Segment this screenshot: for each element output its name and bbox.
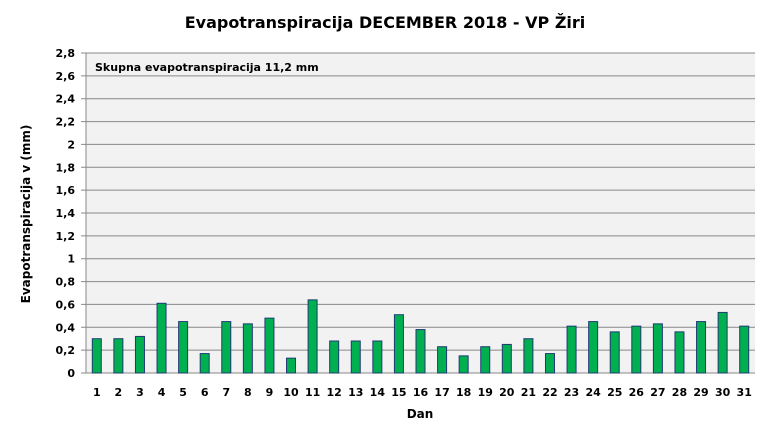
- y-tick-label: 1,8: [56, 161, 76, 174]
- x-tick-label: 10: [283, 386, 299, 399]
- x-tick-label: 31: [737, 386, 752, 399]
- x-tick-label: 6: [201, 386, 209, 399]
- x-tick-label: 2: [115, 386, 123, 399]
- bar: [134, 335, 145, 374]
- bar: [480, 346, 491, 374]
- bar: [178, 321, 189, 374]
- bar: [372, 340, 383, 374]
- bar: [501, 343, 512, 374]
- x-tick-label: 1: [93, 386, 101, 399]
- x-tick-label: 15: [391, 386, 406, 399]
- total-annotation: Skupna evapotranspiracija 11,2 mm: [95, 61, 319, 74]
- y-tick-label: 0: [67, 367, 75, 380]
- bar: [458, 355, 469, 374]
- y-tick-label: 1: [67, 253, 75, 266]
- bar: [566, 325, 577, 374]
- y-tick-label: 2: [67, 138, 75, 151]
- y-tick-label: 2,2: [56, 116, 76, 129]
- x-tick-label: 8: [244, 386, 252, 399]
- bar: [91, 338, 102, 374]
- x-tick-label: 19: [478, 386, 493, 399]
- bar: [221, 321, 232, 374]
- bar: [652, 323, 663, 374]
- x-tick-label: 11: [305, 386, 320, 399]
- y-tick-label: 1,2: [56, 230, 76, 243]
- bar: [739, 325, 750, 374]
- bar: [523, 338, 534, 374]
- bar: [415, 329, 426, 374]
- bar: [286, 357, 297, 374]
- x-axis-label: Dan: [407, 407, 434, 421]
- bar: [113, 338, 124, 374]
- x-tick-label: 18: [456, 386, 471, 399]
- chart-title: Evapotranspiracija DECEMBER 2018 - VP Ži…: [185, 13, 586, 32]
- bar: [199, 353, 210, 374]
- x-tick-label: 28: [672, 386, 687, 399]
- x-tick-label: 5: [179, 386, 187, 399]
- bar: [717, 311, 728, 374]
- y-tick-label: 2,6: [56, 70, 76, 83]
- x-tick-label: 30: [715, 386, 731, 399]
- bar: [631, 325, 642, 374]
- bar: [696, 321, 707, 374]
- x-tick-label: 3: [136, 386, 144, 399]
- y-tick-label: 0,8: [56, 276, 76, 289]
- y-axis-label: Evapotranspiracija v (mm): [19, 125, 33, 304]
- x-tick-label: 17: [434, 386, 449, 399]
- y-tick-label: 0,6: [56, 298, 76, 311]
- y-tick-label: 2,8: [56, 47, 76, 60]
- x-tick-label: 16: [413, 386, 429, 399]
- x-tick-label: 9: [266, 386, 274, 399]
- x-tick-label: 14: [370, 386, 386, 399]
- y-tick-label: 1,6: [56, 184, 76, 197]
- bar: [329, 340, 340, 374]
- x-tick-label: 23: [564, 386, 579, 399]
- bar: [437, 346, 448, 374]
- bar: [609, 331, 620, 374]
- x-tick-label: 7: [222, 386, 230, 399]
- x-tick-label: 24: [585, 386, 601, 399]
- x-tick-label: 20: [499, 386, 515, 399]
- bar: [307, 299, 318, 374]
- x-tick-label: 22: [542, 386, 557, 399]
- bar: [264, 317, 275, 374]
- y-tick-label: 1,4: [56, 207, 76, 220]
- bar: [350, 340, 361, 374]
- x-tick-label: 13: [348, 386, 363, 399]
- x-tick-label: 26: [629, 386, 645, 399]
- bar: [588, 321, 599, 374]
- x-tick-label: 27: [650, 386, 665, 399]
- x-tick-label: 21: [521, 386, 536, 399]
- bar: [674, 331, 685, 374]
- bar: [544, 353, 555, 374]
- y-tick-label: 2,4: [56, 93, 76, 106]
- bar: [242, 323, 253, 374]
- bar: [156, 302, 167, 374]
- y-tick-label: 0,2: [56, 344, 76, 357]
- bar: [393, 314, 404, 374]
- y-tick-label: 0,4: [56, 321, 76, 334]
- x-tick-label: 29: [693, 386, 708, 399]
- x-tick-label: 4: [158, 386, 166, 399]
- x-tick-label: 25: [607, 386, 622, 399]
- x-tick-label: 12: [327, 386, 342, 399]
